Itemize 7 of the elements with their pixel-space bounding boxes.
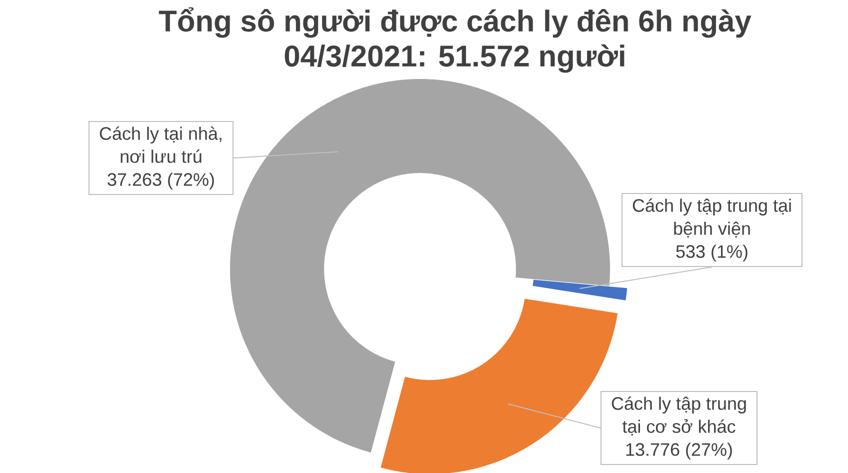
chart-title: Tổng sô người được cách ly đên 6h ngày 04/3/2021: 51.572 người: [158, 7, 752, 73]
slice-label: Cách ly tập trung tại cơ sở khác: [612, 396, 746, 436]
data-label: 533 (1%): [676, 244, 748, 262]
slice-label: Cách ly tại nhà, nơi lưu trú: [100, 126, 222, 163]
data-label: 37.263 (72%): [108, 172, 214, 190]
data-label: 13.776 (27%): [626, 442, 732, 460]
slice-label: Cách ly tập trung tại bệnh viện: [632, 198, 791, 238]
